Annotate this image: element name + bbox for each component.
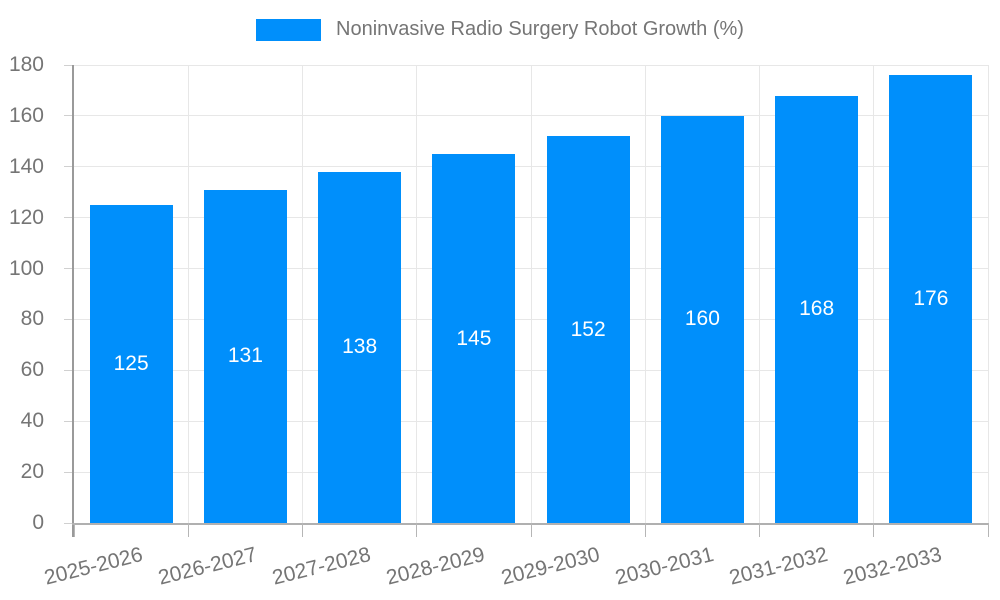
y-axis-tick (64, 268, 72, 270)
y-axis-tick-label: 60 (20, 358, 44, 382)
y-axis-tick-label: 100 (8, 256, 44, 280)
gridline-vertical (187, 65, 189, 523)
x-axis-category-label: 2029-2030 (498, 543, 602, 590)
y-axis-tick (64, 64, 72, 66)
x-axis-tick (302, 523, 303, 537)
bar-value-label: 176 (913, 287, 949, 311)
y-axis-tick-label: 40 (20, 409, 44, 433)
y-axis-tick (64, 217, 72, 219)
gridline-vertical (644, 65, 646, 523)
gridline-vertical (416, 65, 418, 523)
bar-value-label: 145 (456, 326, 492, 350)
y-axis-tick-label: 120 (8, 205, 44, 229)
x-axis-tick (873, 523, 875, 537)
gridline-vertical (873, 65, 875, 523)
gridline-vertical (759, 65, 760, 523)
x-axis-tick (759, 523, 760, 537)
gridline-vertical (987, 65, 989, 523)
x-axis-tick (416, 523, 418, 537)
y-axis-tick (64, 369, 72, 371)
y-axis-tick (64, 318, 72, 320)
x-axis-tick (187, 523, 189, 537)
x-axis-tick (73, 523, 75, 537)
x-axis-category-label: 2030-2031 (612, 543, 716, 590)
y-axis-tick (64, 522, 72, 524)
bar-value-label: 131 (227, 344, 263, 368)
bar[interactable]: 160 (660, 115, 744, 523)
y-axis-line (72, 65, 74, 537)
y-axis-tick (64, 166, 72, 168)
gridline-vertical (302, 65, 303, 523)
y-axis-tick-label: 180 (8, 53, 44, 76)
bar[interactable]: 138 (318, 171, 402, 523)
bar-value-label: 138 (342, 335, 378, 359)
x-axis-tick (644, 523, 646, 537)
bar[interactable]: 168 (775, 95, 859, 523)
bar-value-label: 125 (113, 351, 149, 375)
bar[interactable]: 145 (432, 154, 516, 523)
y-axis-tick (64, 420, 72, 422)
legend-label: Noninvasive Radio Surgery Robot Growth (… (336, 18, 744, 40)
y-axis-tick-label: 140 (8, 154, 44, 178)
legend-swatch-icon (256, 18, 322, 41)
plot-area: 0 20 40 60 80 100 120 140 160 180 125 131 138 145 152 1… (9, 53, 989, 590)
bar-value-label: 152 (570, 317, 606, 341)
x-axis-line (72, 523, 988, 525)
y-axis-tick-label: 20 (20, 460, 44, 484)
x-axis-category-label: 2031-2032 (727, 543, 831, 590)
x-axis-category-label: 2028-2029 (384, 543, 488, 590)
x-axis-category-label: 2026-2027 (155, 543, 259, 590)
bar[interactable]: 131 (203, 189, 287, 523)
bar[interactable]: 176 (889, 75, 973, 523)
y-axis-tick (64, 115, 72, 117)
gridline-vertical (530, 65, 532, 523)
y-axis-tick-label: 160 (8, 103, 44, 127)
x-axis-tick (530, 523, 532, 537)
y-axis-tick (64, 471, 72, 473)
bar-value-label: 160 (684, 307, 720, 331)
y-axis-tick-label: 80 (20, 307, 44, 331)
bar[interactable]: 125 (89, 204, 173, 523)
bar-value-label: 168 (799, 297, 835, 321)
x-axis-category-label: 2032-2033 (841, 543, 945, 590)
x-axis-tick (987, 523, 989, 537)
x-axis-category-label: 2025-2026 (41, 543, 145, 590)
x-axis-category-label: 2027-2028 (270, 543, 374, 590)
legend[interactable]: Noninvasive Radio Surgery Robot Growth (… (0, 18, 1000, 41)
y-axis-tick-label: 0 (32, 511, 44, 534)
bar[interactable]: 152 (546, 136, 630, 523)
